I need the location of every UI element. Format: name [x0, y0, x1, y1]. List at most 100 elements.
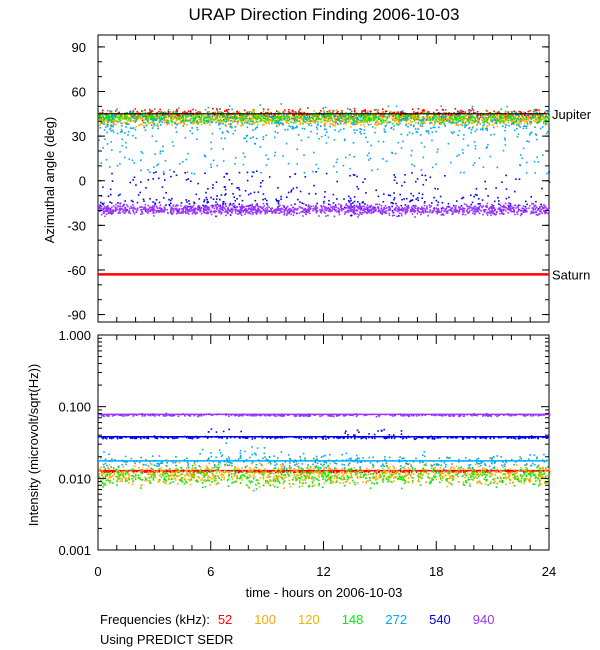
- data-point: [282, 122, 285, 125]
- data-point: [407, 204, 410, 207]
- data-point: [470, 122, 473, 124]
- data-point: [324, 115, 326, 117]
- data-point: [249, 117, 251, 120]
- data-point: [420, 213, 422, 216]
- data-point: [468, 207, 471, 210]
- data-point: [362, 114, 364, 116]
- data-point: [476, 116, 479, 119]
- data-point: [308, 115, 311, 117]
- data-point: [412, 195, 415, 197]
- data-point: [454, 121, 457, 124]
- data-point: [101, 122, 103, 124]
- data-point: [481, 119, 484, 122]
- data-point: [418, 207, 420, 210]
- data-point: [278, 205, 281, 207]
- data-point: [178, 163, 181, 165]
- data-point: [127, 131, 130, 133]
- data-point: [538, 207, 541, 210]
- data-point: [170, 209, 172, 212]
- data-point: [408, 131, 411, 134]
- data-point: [170, 211, 172, 213]
- data-point: [388, 212, 391, 215]
- data-point: [526, 123, 529, 125]
- data-point: [388, 207, 391, 209]
- data-point: [548, 207, 551, 209]
- data-point: [513, 119, 515, 121]
- data-point: [249, 212, 252, 215]
- data-point: [218, 116, 221, 119]
- data-point: [532, 208, 534, 211]
- data-point: [372, 206, 374, 208]
- data-point: [343, 139, 346, 141]
- data-point: [373, 208, 375, 210]
- data-point: [435, 163, 437, 165]
- data-point: [530, 114, 532, 116]
- data-point: [412, 124, 415, 127]
- data-point: [501, 120, 503, 122]
- data-point: [234, 116, 237, 118]
- data-point: [345, 211, 347, 214]
- data-point: [501, 181, 503, 183]
- data-point: [225, 205, 227, 208]
- data-point: [177, 204, 179, 207]
- data-point: [347, 107, 349, 110]
- data-point: [167, 108, 170, 111]
- data-point: [297, 120, 299, 123]
- data-point: [444, 120, 446, 123]
- data-point: [524, 113, 526, 116]
- data-point: [101, 109, 104, 112]
- data-point: [448, 116, 450, 118]
- data-point: [328, 209, 331, 212]
- data-point: [219, 122, 222, 125]
- data-point: [297, 115, 299, 118]
- data-point: [474, 208, 477, 210]
- data-point: [302, 117, 304, 120]
- data-point: [452, 211, 455, 214]
- data-point: [437, 210, 439, 213]
- data-point: [485, 118, 487, 121]
- data-point: [518, 123, 520, 125]
- data-point: [320, 135, 323, 138]
- data-point: [343, 198, 345, 200]
- data-point: [398, 121, 400, 123]
- data-point: [527, 110, 530, 113]
- data-point: [452, 121, 454, 123]
- data-point: [163, 122, 166, 124]
- data-point: [501, 211, 503, 214]
- data-point: [252, 121, 255, 124]
- data-point: [141, 115, 144, 118]
- data-point: [136, 201, 139, 204]
- data-point: [456, 121, 459, 123]
- data-point: [169, 199, 172, 202]
- data-point: [295, 114, 297, 116]
- data-point: [309, 120, 311, 122]
- data-point: [232, 120, 234, 122]
- data-point: [515, 121, 518, 124]
- data-point: [106, 117, 109, 119]
- data-point: [405, 120, 408, 122]
- data-point: [180, 210, 183, 213]
- data-point: [332, 205, 334, 208]
- data-point: [438, 116, 441, 118]
- data-point: [505, 124, 507, 126]
- data-point: [185, 207, 187, 210]
- data-point: [548, 111, 550, 114]
- data-point: [226, 212, 229, 215]
- data-point: [383, 130, 386, 133]
- data-point: [313, 121, 316, 123]
- data-point: [484, 115, 486, 117]
- data-point: [191, 127, 193, 129]
- data-point: [427, 113, 429, 116]
- data-point: [284, 109, 286, 111]
- data-point: [497, 111, 500, 113]
- data-point: [105, 213, 108, 216]
- data-point: [431, 118, 434, 121]
- data-point: [246, 126, 249, 129]
- data-point: [127, 123, 129, 125]
- data-point: [312, 208, 314, 210]
- data-point: [493, 200, 496, 203]
- data-point: [151, 127, 154, 129]
- data-point: [252, 171, 255, 174]
- data-point: [213, 112, 216, 114]
- data-point: [316, 115, 319, 117]
